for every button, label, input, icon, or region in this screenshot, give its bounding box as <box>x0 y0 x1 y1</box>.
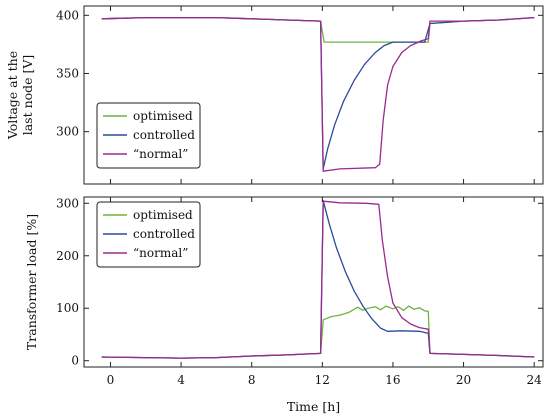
series-line-2 <box>101 200 535 359</box>
y-tick-label: 0 <box>71 354 79 368</box>
x-tick-label: 24 <box>527 373 543 387</box>
x-tick-label: 16 <box>385 373 400 387</box>
plot-frame <box>83 5 544 185</box>
legend-label: “normal” <box>133 246 188 260</box>
legend-box <box>96 201 201 268</box>
y-axis-label: last node [V] <box>20 55 35 136</box>
plot-frame <box>83 196 544 368</box>
x-axis-label: Time [h] <box>287 399 340 414</box>
legend-label: controlled <box>133 227 195 241</box>
legend-label: optimised <box>133 109 193 123</box>
y-tick-label: 300 <box>56 196 79 210</box>
x-tick-label: 12 <box>315 373 330 387</box>
legend-label: controlled <box>133 128 195 142</box>
legend-box <box>96 102 201 169</box>
transformer-load-panel: 0 4 8 12 16 20 24 0 100 200 300 Transformer load [%… <box>24 196 544 414</box>
y-axis-label: Voltage at the <box>5 51 20 140</box>
x-tick-label: 8 <box>248 373 256 387</box>
legend-label: “normal” <box>133 147 188 161</box>
legend-label: optimised <box>133 208 193 222</box>
y-tick-label: 200 <box>56 249 79 263</box>
x-tick-label: 20 <box>456 373 471 387</box>
y-tick-label: 400 <box>56 8 79 22</box>
y-axis-label: Transformer load [%] <box>24 214 39 350</box>
x-tick-label: 4 <box>177 373 185 387</box>
x-tick-label: 0 <box>107 373 115 387</box>
series-line-2 <box>101 16 535 172</box>
y-tick-label: 300 <box>56 125 79 139</box>
y-tick-label: 350 <box>56 66 79 80</box>
series-line-0 <box>101 305 535 359</box>
voltage-panel: 300 350 400 Voltage at the last node [V] opti… <box>5 5 544 185</box>
y-tick-label: 100 <box>56 301 79 315</box>
